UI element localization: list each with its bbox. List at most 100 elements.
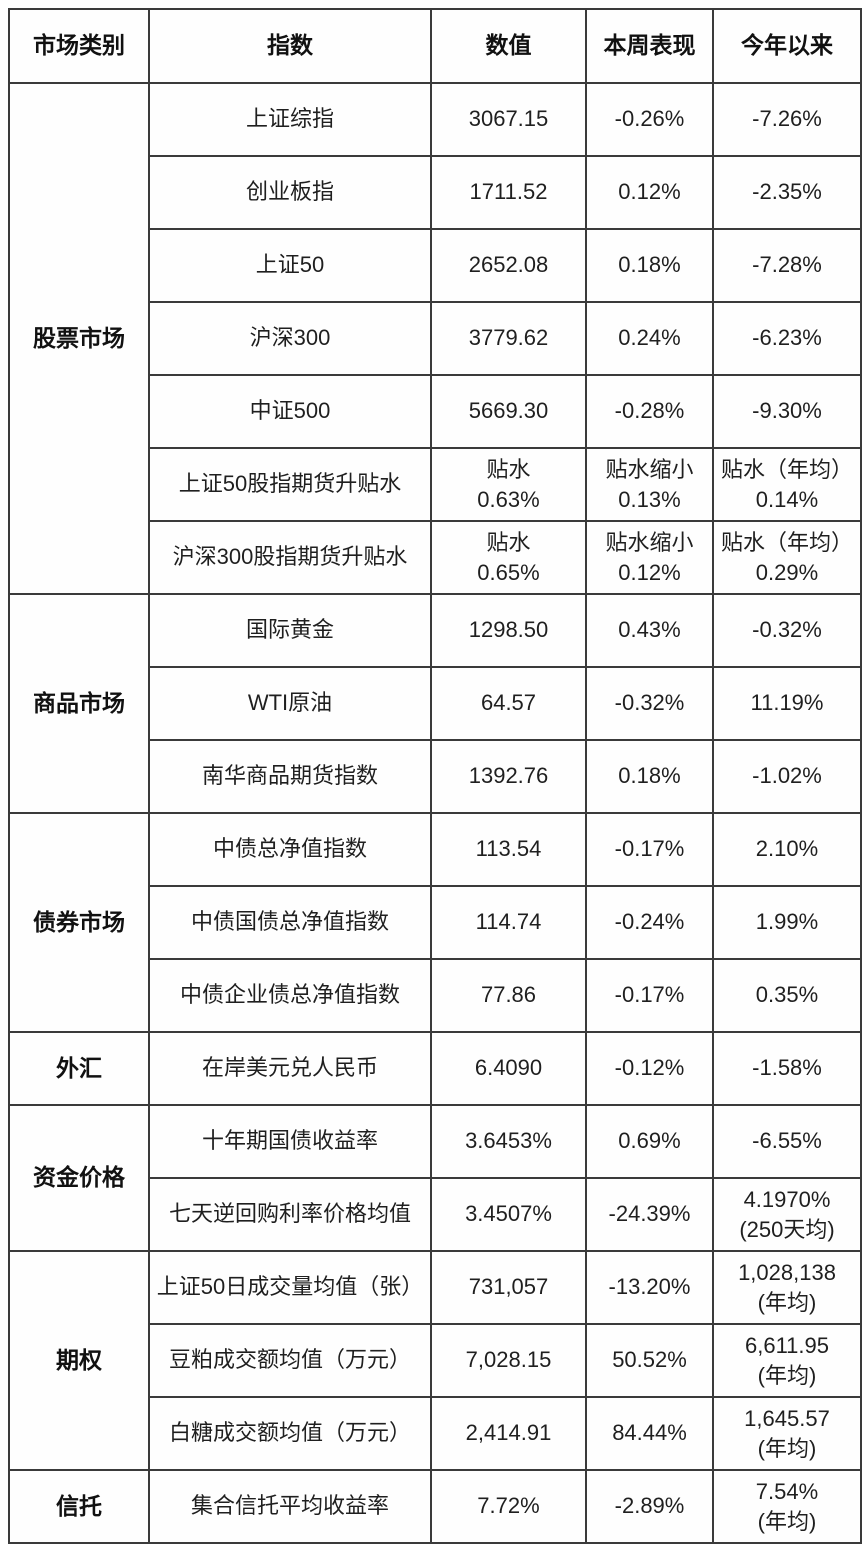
column-header-0: 市场类别 xyxy=(8,8,150,84)
value-cell: 7,028.15 xyxy=(430,1323,587,1398)
ytd-cell: 1.99% xyxy=(712,885,862,960)
ytd-cell: -7.26% xyxy=(712,82,862,157)
ytd-cell: 0.35% xyxy=(712,958,862,1033)
table-row: 沪深300 3779.62 0.24% -6.23% xyxy=(9,301,862,376)
table-row: 上证50 2652.08 0.18% -7.28% xyxy=(9,228,862,303)
ytd-cell: -0.32% xyxy=(712,593,862,668)
index-cell: 上证50日成交量均值（张） xyxy=(148,1250,432,1325)
table-row: 债券市场 中债总净值指数 113.54 -0.17% 2.10% xyxy=(8,812,862,1033)
table-row: 白糖成交额均值（万元） 2,414.91 84.44% 1,645.57 (年均) xyxy=(9,1396,862,1471)
week-cell: -0.17% xyxy=(585,812,714,887)
table-row: 豆粕成交额均值（万元） 7,028.15 50.52% 6,611.95 (年均) xyxy=(9,1323,862,1398)
week-cell: -0.28% xyxy=(585,374,714,449)
ytd-cell: 6,611.95 (年均) xyxy=(712,1323,862,1398)
ytd-cell: 11.19% xyxy=(712,666,862,741)
index-cell: 创业板指 xyxy=(148,155,432,230)
week-cell: -13.20% xyxy=(585,1250,714,1325)
ytd-line: 7.54% xyxy=(755,1479,819,1505)
value-cell: 3779.62 xyxy=(430,301,587,376)
value-cell: 1711.52 xyxy=(430,155,587,230)
week-cell: 贴水缩小 0.13% xyxy=(585,447,714,522)
table-row: 外汇 在岸美元兑人民币 6.4090 -0.12% -1.58% xyxy=(8,1031,862,1106)
table-row: 中债国债总净值指数 114.74 -0.24% 1.99% xyxy=(9,885,862,960)
table-row: 上证50股指期货升贴水 贴水 0.63% 贴水缩小 0.13% 贴水（年均） 0.14% xyxy=(9,447,862,522)
column-header-2: 数值 xyxy=(430,8,587,84)
index-cell: 集合信托平均收益率 xyxy=(148,1469,432,1544)
ytd-cell: -6.55% xyxy=(712,1104,862,1179)
week-cell: 0.43% xyxy=(585,593,714,668)
week-cell: -0.26% xyxy=(585,82,714,157)
week-cell: 0.12% xyxy=(585,155,714,230)
table-row: 股票市场 上证综指 3067.15 -0.26% -7.26% xyxy=(8,82,862,595)
ytd-line: 贴水（年均） xyxy=(720,530,853,556)
ytd-cell: -6.23% xyxy=(712,301,862,376)
table-header: 市场类别 指数 数值 本周表现 今年以来 xyxy=(8,8,862,84)
value-cell: 贴水 0.63% xyxy=(430,447,587,522)
ytd-cell: 1,028,138 (年均) xyxy=(712,1250,862,1325)
week-cell: -0.17% xyxy=(585,958,714,1033)
index-cell: 沪深300股指期货升贴水 xyxy=(148,520,432,595)
week-cell: 0.18% xyxy=(585,739,714,814)
ytd-line: 贴水（年均） xyxy=(720,457,853,483)
ytd-cell: -1.02% xyxy=(712,739,862,814)
ytd-line: (年均) xyxy=(757,1362,817,1388)
index-cell: 南华商品期货指数 xyxy=(148,739,432,814)
week-line: 0.12% xyxy=(618,559,681,585)
ytd-cell: -2.35% xyxy=(712,155,862,230)
week-cell: -0.24% xyxy=(585,885,714,960)
table-row: 期权 上证50日成交量均值（张） 731,057 -13.20% 1,028,138 (年… xyxy=(8,1250,862,1471)
index-cell: WTI原油 xyxy=(148,666,432,741)
index-cell: 中债国债总净值指数 xyxy=(148,885,432,960)
column-header-1: 指数 xyxy=(148,8,432,84)
ytd-cell: 2.10% xyxy=(712,812,862,887)
table-body: 股票市场 上证综指 3067.15 -0.26% -7.26% 创业板指 1711.52 0.… xyxy=(8,82,862,1544)
category-cell: 资金价格 xyxy=(8,1104,150,1252)
ytd-cell: 7.54% (年均) xyxy=(712,1469,862,1544)
market-summary-panel: 市场类别 指数 数值 本周表现 今年以来 股票市场 上证综指 3067.15 -0.26% -7… xyxy=(8,8,862,1544)
table-row: 七天逆回购利率价格均值 3.4507% -24.39% 4.1970% (250天均) xyxy=(9,1177,862,1252)
week-cell: -0.12% xyxy=(585,1031,714,1106)
index-cell: 沪深300 xyxy=(148,301,432,376)
value-cell: 5669.30 xyxy=(430,374,587,449)
value-cell: 3067.15 xyxy=(430,82,587,157)
header-row: 市场类别 指数 数值 本周表现 今年以来 xyxy=(8,8,862,84)
ytd-line: 6,611.95 xyxy=(744,1333,829,1359)
ytd-line: 4.1970% xyxy=(743,1187,831,1213)
index-cell: 中债企业债总净值指数 xyxy=(148,958,432,1033)
week-line: 0.13% xyxy=(618,486,681,512)
index-cell: 豆粕成交额均值（万元） xyxy=(148,1323,432,1398)
table-row: 中证500 5669.30 -0.28% -9.30% xyxy=(9,374,862,449)
value-line: 0.63% xyxy=(477,486,540,512)
index-cell: 七天逆回购利率价格均值 xyxy=(148,1177,432,1252)
category-cell: 期权 xyxy=(8,1250,150,1471)
week-cell: 50.52% xyxy=(585,1323,714,1398)
value-line: 0.65% xyxy=(477,559,540,585)
value-cell: 2,414.91 xyxy=(430,1396,587,1471)
table-row: 信托 集合信托平均收益率 7.72% -2.89% 7.54% (年均) xyxy=(8,1469,862,1544)
value-cell: 3.4507% xyxy=(430,1177,587,1252)
index-cell: 十年期国债收益率 xyxy=(148,1104,432,1179)
value-cell: 7.72% xyxy=(430,1469,587,1544)
value-cell: 77.86 xyxy=(430,958,587,1033)
index-cell: 在岸美元兑人民币 xyxy=(148,1031,432,1106)
week-cell: 0.69% xyxy=(585,1104,714,1179)
week-cell: -24.39% xyxy=(585,1177,714,1252)
value-cell: 114.74 xyxy=(430,885,587,960)
ytd-line: (250天均) xyxy=(739,1216,835,1242)
value-cell: 2652.08 xyxy=(430,228,587,303)
index-cell: 上证50股指期货升贴水 xyxy=(148,447,432,522)
week-cell: -2.89% xyxy=(585,1469,714,1544)
ytd-cell: -1.58% xyxy=(712,1031,862,1106)
column-header-3: 本周表现 xyxy=(585,8,714,84)
table-row: 沪深300股指期货升贴水 贴水 0.65% 贴水缩小 0.12% 贴水（年均） 0.29% xyxy=(9,520,862,595)
ytd-line: (年均) xyxy=(757,1508,817,1534)
ytd-cell: -7.28% xyxy=(712,228,862,303)
value-cell: 3.6453% xyxy=(430,1104,587,1179)
ytd-line: 1,028,138 xyxy=(738,1260,836,1286)
market-summary-table: 市场类别 指数 数值 本周表现 今年以来 股票市场 上证综指 3067.15 -0.26% -7… xyxy=(8,8,862,1544)
week-line: 贴水缩小 xyxy=(605,457,694,483)
ytd-line: 0.29% xyxy=(755,559,819,585)
ytd-line: 1,645.57 xyxy=(744,1406,830,1432)
week-cell: 贴水缩小 0.12% xyxy=(585,520,714,595)
index-cell: 中债总净值指数 xyxy=(148,812,432,887)
